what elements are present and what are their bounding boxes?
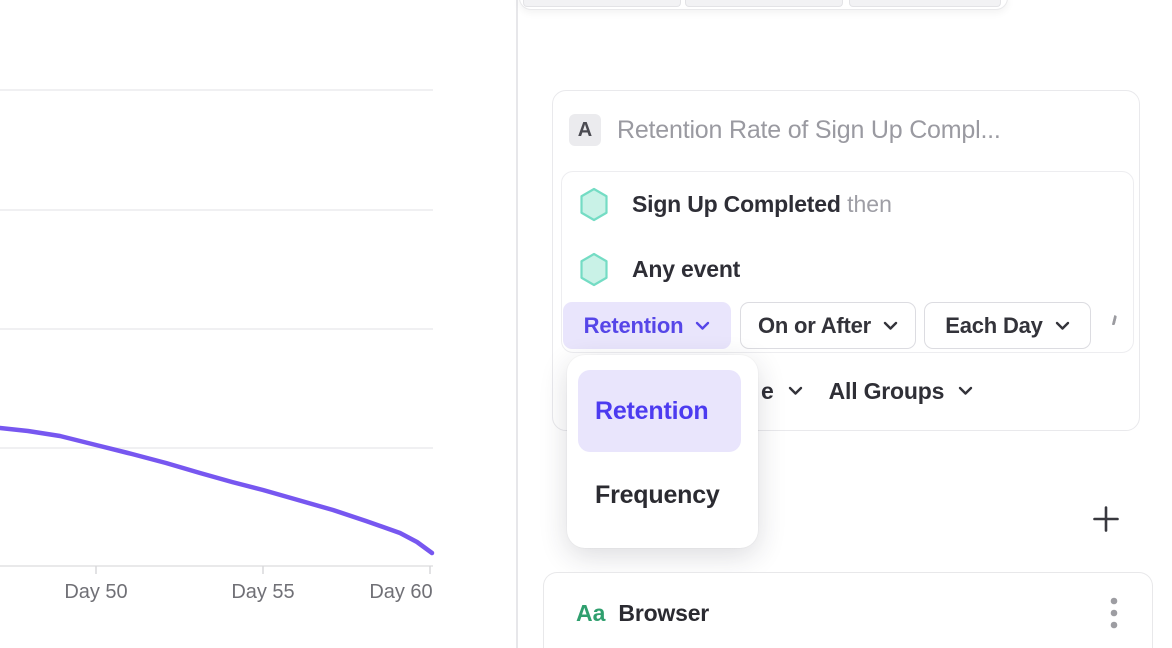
measured-as-dropdown-button[interactable]: Retention xyxy=(563,302,731,349)
event-name[interactable]: Any event xyxy=(632,255,741,282)
add-breakdown-button[interactable] xyxy=(1092,505,1120,533)
chevron-down-icon xyxy=(1055,321,1069,330)
panel-divider xyxy=(516,0,518,648)
series-badge: A xyxy=(569,114,601,146)
string-type-icon: Aa xyxy=(576,599,606,626)
event-row[interactable]: Any event xyxy=(562,247,1133,291)
chevron-down-icon xyxy=(883,321,898,330)
retention-line-chart: Day 50 Day 55 Day 60 xyxy=(0,89,435,603)
retention-line-series xyxy=(0,425,435,556)
menu-item-frequency[interactable]: Frequency xyxy=(578,465,741,525)
group-by-row: e All Groups xyxy=(761,372,973,410)
breakdown-property-name[interactable]: Browser xyxy=(618,599,710,626)
event-row[interactable]: Sign Up Completed then xyxy=(562,182,1133,226)
event-hexagon-icon xyxy=(580,252,608,286)
dropdown-button-label: Retention xyxy=(583,312,684,338)
events-card: Sign Up Completed then Any event Retenti… xyxy=(561,171,1134,353)
report-title-input[interactable]: Retention Rate of Sign Up Compl... xyxy=(617,116,1001,144)
menu-item-label: Frequency xyxy=(595,480,720,509)
interval-dropdown-button[interactable]: Each Day xyxy=(924,302,1091,349)
clipped-toolbar xyxy=(519,0,1008,10)
event-hexagon-icon xyxy=(580,187,608,221)
event-suffix: then xyxy=(840,190,892,217)
breakdown-row[interactable]: Aa Browser xyxy=(544,591,1152,635)
dropdown-button-label: Each Day xyxy=(945,312,1043,338)
dropdown-button-label: On or After xyxy=(757,312,872,338)
x-axis-tick-label: Day 50 xyxy=(64,581,127,603)
kebab-menu-icon[interactable] xyxy=(1106,594,1122,634)
x-axis-tick-label: Day 60 xyxy=(369,581,432,603)
clipped-toolbar-segment[interactable] xyxy=(685,0,843,7)
x-axis-tick-label: Day 55 xyxy=(231,581,294,603)
chevron-down-icon xyxy=(958,386,973,395)
chevron-down-icon xyxy=(696,321,710,330)
menu-item-label: Retention xyxy=(595,396,709,425)
menu-item-retention[interactable]: Retention xyxy=(578,370,741,452)
all-groups-dropdown[interactable]: All Groups xyxy=(828,377,945,404)
chevron-down-icon xyxy=(788,386,802,395)
on-or-after-dropdown-button[interactable]: On or After xyxy=(740,302,916,349)
clipped-text-fragment[interactable]: e xyxy=(761,377,774,404)
measured-as-menu: Retention Frequency xyxy=(567,355,758,548)
controls-row: Retention On or After Each Day xyxy=(562,302,1133,349)
clipped-toolbar-segment[interactable] xyxy=(523,0,681,7)
event-name[interactable]: Sign Up Completed xyxy=(632,190,841,217)
clipped-toolbar-segment[interactable] xyxy=(849,0,1001,7)
breakdown-card: Aa Browser xyxy=(543,572,1153,648)
